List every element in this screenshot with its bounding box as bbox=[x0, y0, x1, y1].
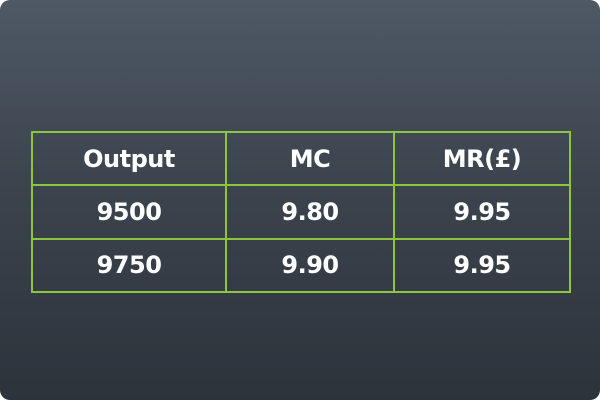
table-row: 9750 9.90 9.95 bbox=[31, 237, 571, 294]
cell-output: 9500 bbox=[31, 184, 227, 240]
cell-mc: 9.80 bbox=[225, 184, 395, 240]
data-table: Output MC MR(£) 9500 9.80 9.95 9750 9.90… bbox=[31, 130, 571, 294]
header-mr: MR(£) bbox=[393, 130, 571, 187]
cell-mc: 9.90 bbox=[225, 237, 395, 294]
cell-output: 9750 bbox=[31, 237, 227, 294]
header-output: Output bbox=[31, 130, 227, 187]
table-header-row: Output MC MR(£) bbox=[31, 130, 571, 187]
cell-mr: 9.95 bbox=[393, 237, 571, 294]
cell-mr: 9.95 bbox=[393, 184, 571, 240]
table-row: 9500 9.80 9.95 bbox=[31, 184, 571, 240]
header-mc: MC bbox=[225, 130, 395, 187]
